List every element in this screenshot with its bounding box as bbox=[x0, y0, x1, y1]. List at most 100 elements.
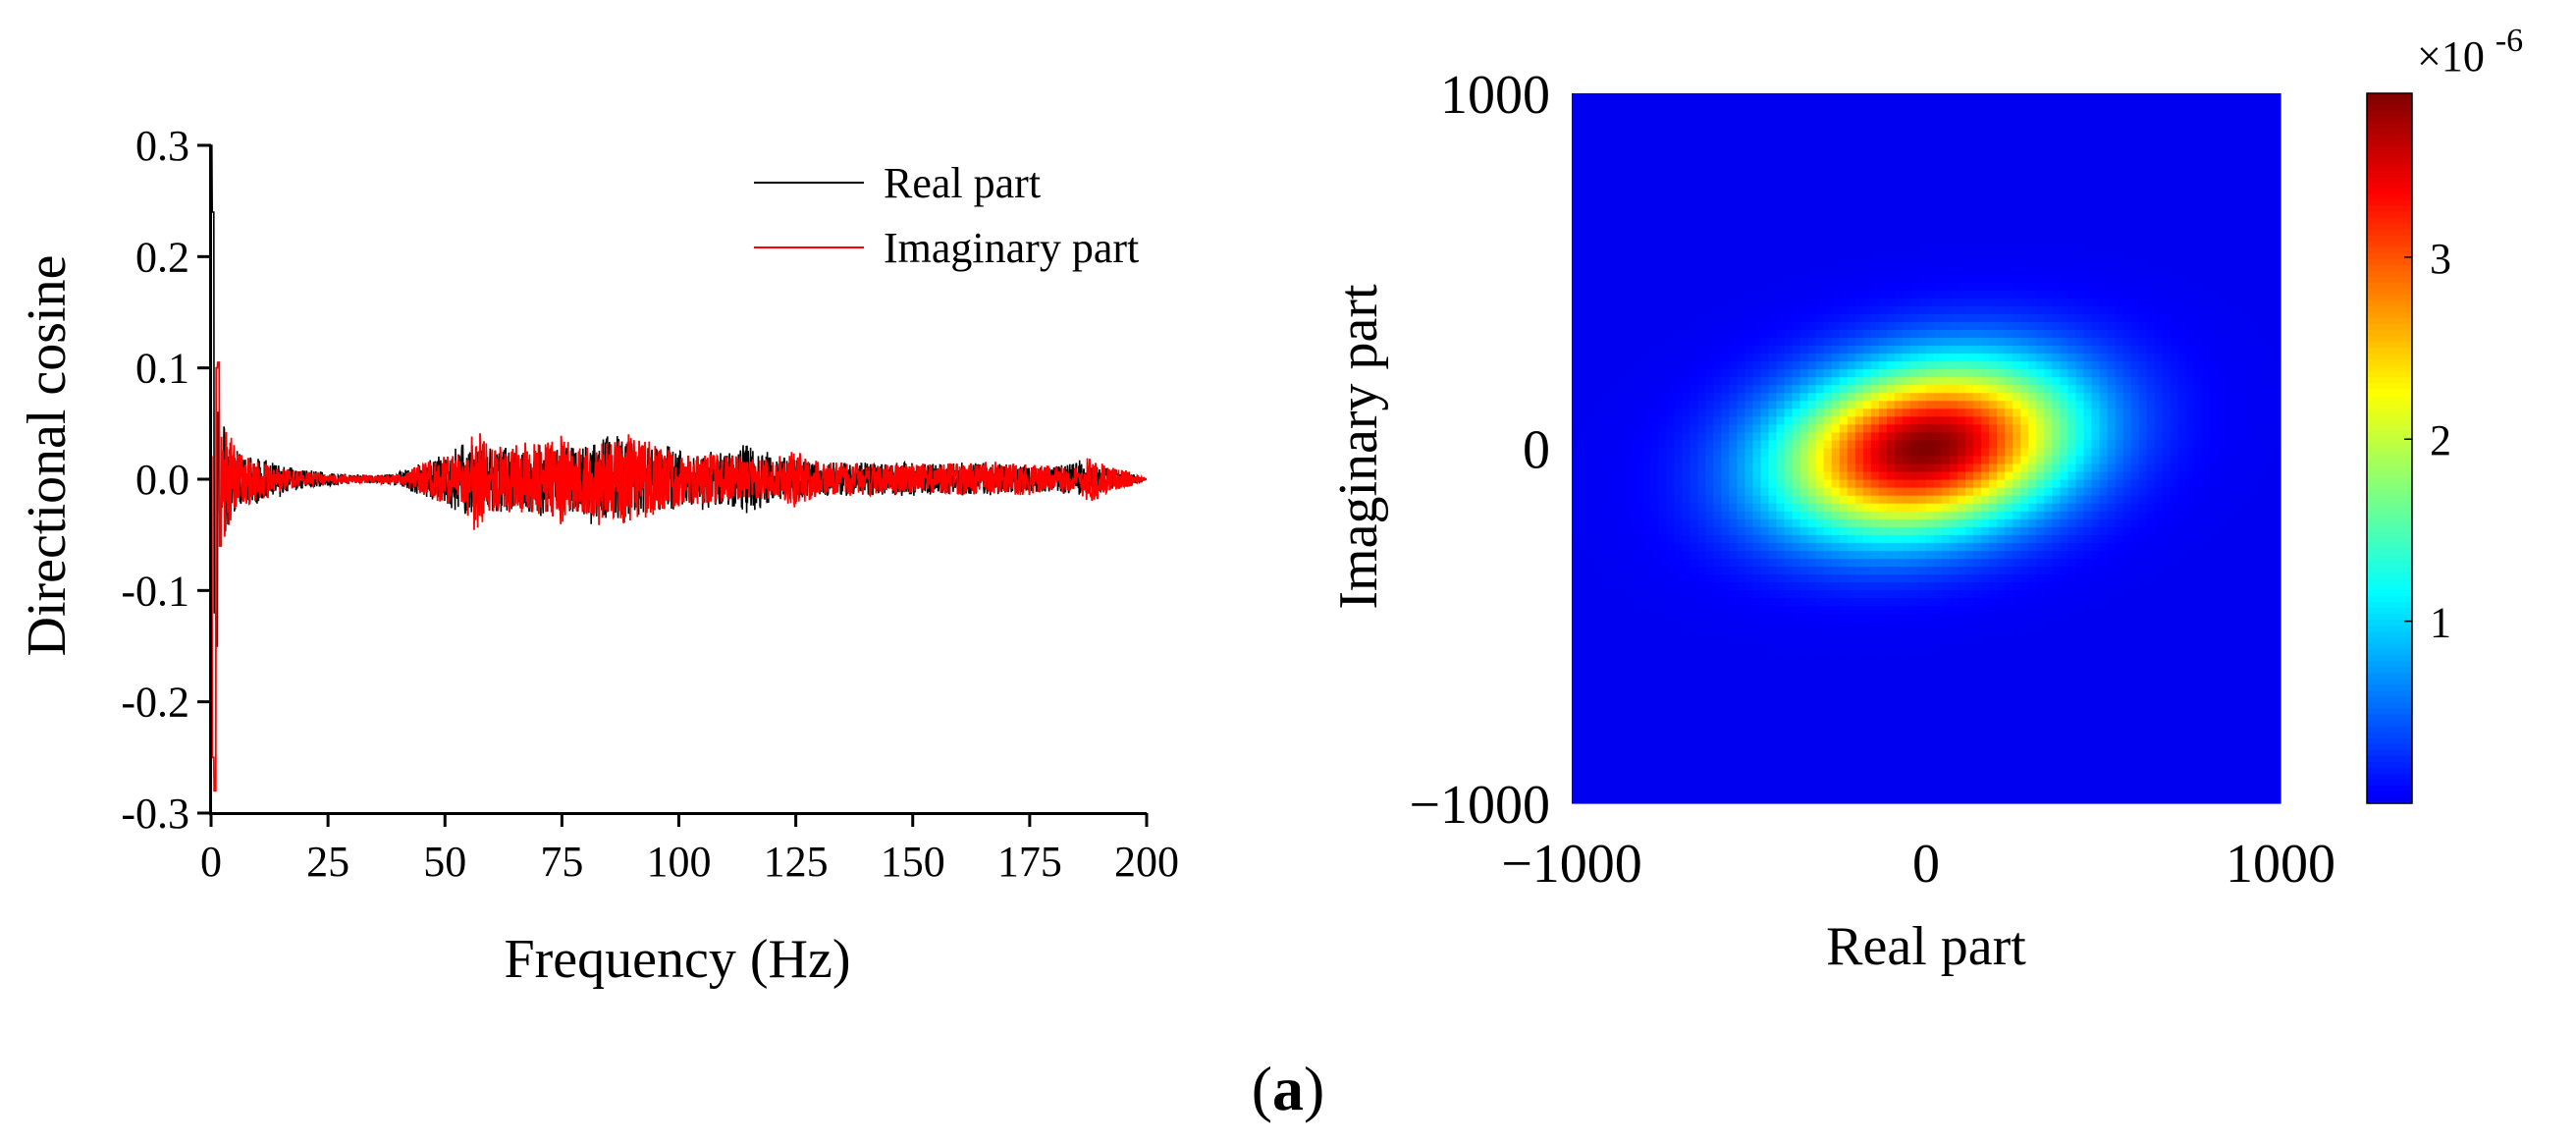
heatmap-cell bbox=[2138, 211, 2148, 221]
heatmap-cell bbox=[1690, 354, 1698, 362]
heatmap-cell bbox=[1886, 321, 1896, 331]
heatmap-cell bbox=[2044, 369, 2053, 378]
heatmap-cell bbox=[1642, 258, 1651, 268]
heatmap-cell bbox=[2130, 440, 2140, 450]
heatmap-cell bbox=[1815, 211, 1825, 221]
heatmap-cell bbox=[2005, 416, 2013, 425]
heatmap-cell bbox=[1760, 346, 1770, 354]
heatmap-cell bbox=[2225, 156, 2234, 165]
heatmap-cell bbox=[1878, 117, 1888, 126]
heatmap-cell bbox=[2264, 219, 2274, 229]
heatmap-cell bbox=[2067, 511, 2077, 520]
heatmap-cell bbox=[1760, 354, 1770, 362]
heatmap-cell bbox=[1886, 463, 1896, 473]
heatmap-cell bbox=[1572, 203, 1581, 213]
heatmap-cell bbox=[1950, 511, 1959, 520]
heatmap-cell bbox=[1792, 393, 1801, 402]
heatmap-cell bbox=[2225, 274, 2234, 284]
heatmap-cell bbox=[2115, 140, 2124, 149]
heatmap-cell bbox=[2036, 156, 2045, 165]
heatmap-cell bbox=[1997, 195, 2006, 205]
heatmap-cell bbox=[2225, 195, 2234, 205]
heatmap-cell bbox=[1603, 211, 1612, 221]
heatmap-cell bbox=[2099, 203, 2109, 213]
heatmap-cell bbox=[1580, 338, 1588, 347]
heatmap-cell bbox=[1926, 377, 1935, 386]
heatmap-cell bbox=[1942, 503, 1951, 513]
heatmap-cell bbox=[1627, 495, 1636, 505]
heatmap-cell bbox=[1611, 211, 1620, 221]
heatmap-cell bbox=[1595, 258, 1604, 268]
heatmap-cell bbox=[2209, 266, 2219, 276]
heatmap-cell bbox=[1658, 338, 1667, 347]
heatmap-cell bbox=[1729, 101, 1739, 110]
heatmap-cell bbox=[1886, 148, 1896, 157]
heatmap-cell bbox=[1784, 305, 1794, 315]
heatmap-cell bbox=[1807, 424, 1817, 434]
heatmap-cell bbox=[2036, 393, 2045, 402]
heatmap-cell bbox=[1611, 393, 1620, 402]
heatmap-cell bbox=[1839, 266, 1849, 276]
heatmap-cell bbox=[2130, 479, 2140, 489]
heatmap-cell bbox=[2264, 463, 2274, 473]
heatmap-cell bbox=[1831, 282, 1841, 292]
heatmap-cell bbox=[1973, 133, 1982, 141]
heatmap-cell bbox=[2012, 416, 2021, 425]
heatmap-cell bbox=[1862, 432, 1872, 442]
heatmap-cell bbox=[1799, 148, 1809, 157]
heatmap-cell bbox=[1792, 409, 1801, 417]
heatmap-cell bbox=[1784, 432, 1794, 442]
heatmap-cell bbox=[2217, 180, 2227, 189]
heatmap-cell bbox=[1674, 518, 1683, 528]
heatmap-cell bbox=[1926, 156, 1935, 165]
heatmap-cell bbox=[1690, 125, 1698, 134]
heatmap-cell bbox=[1854, 463, 1864, 473]
heatmap-cell bbox=[1658, 180, 1667, 189]
heatmap-cell bbox=[2248, 93, 2258, 102]
heatmap-cell bbox=[2083, 235, 2093, 245]
heatmap-cell bbox=[1595, 448, 1604, 458]
heatmap-cell bbox=[1942, 211, 1951, 221]
heatmap-cell bbox=[1950, 432, 1959, 442]
heatmap-cell bbox=[1611, 305, 1620, 315]
heatmap-cell bbox=[2272, 385, 2281, 394]
heatmap-cell bbox=[1807, 164, 1817, 173]
heatmap-cell bbox=[1807, 180, 1817, 189]
heatmap-cell bbox=[2264, 156, 2274, 165]
heatmap-cell bbox=[1909, 148, 1919, 157]
heatmap-cell bbox=[2272, 140, 2281, 149]
heatmap-cell bbox=[2122, 298, 2132, 307]
heatmap-cell bbox=[1642, 338, 1651, 347]
heatmap-cell bbox=[1965, 338, 1974, 347]
heatmap-cell bbox=[2107, 305, 2117, 315]
heatmap-cell bbox=[1950, 258, 1959, 268]
heatmap-cell bbox=[1862, 219, 1872, 229]
heatmap-cell bbox=[2256, 258, 2266, 268]
heatmap-cell bbox=[1587, 346, 1596, 354]
heatmap-cell bbox=[1697, 195, 1706, 205]
heatmap-cell bbox=[2232, 298, 2242, 307]
heatmap-cell bbox=[2162, 156, 2172, 165]
heatmap-cell bbox=[2146, 235, 2156, 245]
heatmap-cell bbox=[2083, 250, 2093, 260]
heatmap-cell bbox=[1666, 369, 1675, 378]
heatmap-cell bbox=[2264, 164, 2274, 173]
heatmap-cell bbox=[2099, 424, 2109, 434]
heatmap-cell bbox=[1776, 156, 1786, 165]
heatmap-cell bbox=[1854, 369, 1864, 378]
heatmap-cell bbox=[1611, 313, 1620, 323]
heatmap-cell bbox=[2028, 93, 2037, 102]
heatmap-cell bbox=[2130, 338, 2140, 347]
heatmap-cell bbox=[1792, 290, 1801, 300]
heatmap-cell bbox=[1792, 361, 1801, 370]
heatmap-cell bbox=[1815, 266, 1825, 276]
heatmap-cell bbox=[1752, 424, 1762, 434]
heatmap-cell bbox=[1934, 243, 1943, 252]
heatmap-cell bbox=[1831, 354, 1841, 362]
heatmap-cell bbox=[1580, 156, 1588, 165]
heatmap-cell bbox=[1627, 456, 1636, 465]
heatmap-cell bbox=[1690, 133, 1698, 141]
heatmap-cell bbox=[1894, 416, 1904, 425]
heatmap-cell bbox=[2020, 377, 2029, 386]
heatmap-cell bbox=[2138, 188, 2148, 197]
